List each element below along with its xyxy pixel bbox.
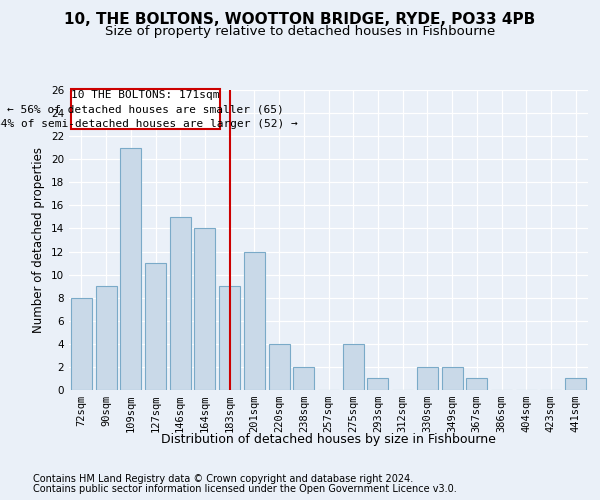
Bar [95,286,116,390]
Bar [71,298,92,390]
Bar [219,286,240,390]
Text: Distribution of detached houses by size in Fishbourne: Distribution of detached houses by size … [161,432,496,446]
Bar [145,263,166,390]
Text: Size of property relative to detached houses in Fishbourne: Size of property relative to detached ho… [105,25,495,38]
Bar [565,378,586,390]
Bar [120,148,141,390]
Bar [343,344,364,390]
Bar [194,228,215,390]
Bar [442,367,463,390]
Bar [269,344,290,390]
Bar [293,367,314,390]
Bar [367,378,388,390]
Text: 10, THE BOLTONS, WOOTTON BRIDGE, RYDE, PO33 4PB: 10, THE BOLTONS, WOOTTON BRIDGE, RYDE, P… [64,12,536,28]
Bar [244,252,265,390]
FancyBboxPatch shape [71,90,220,129]
Text: Contains HM Land Registry data © Crown copyright and database right 2024.: Contains HM Land Registry data © Crown c… [33,474,413,484]
Y-axis label: Number of detached properties: Number of detached properties [32,147,46,333]
Text: 10 THE BOLTONS: 171sqm
← 56% of detached houses are smaller (65)
44% of semi-det: 10 THE BOLTONS: 171sqm ← 56% of detached… [0,90,298,129]
Text: Contains public sector information licensed under the Open Government Licence v3: Contains public sector information licen… [33,484,457,494]
Bar [170,217,191,390]
Bar [417,367,438,390]
Bar [466,378,487,390]
